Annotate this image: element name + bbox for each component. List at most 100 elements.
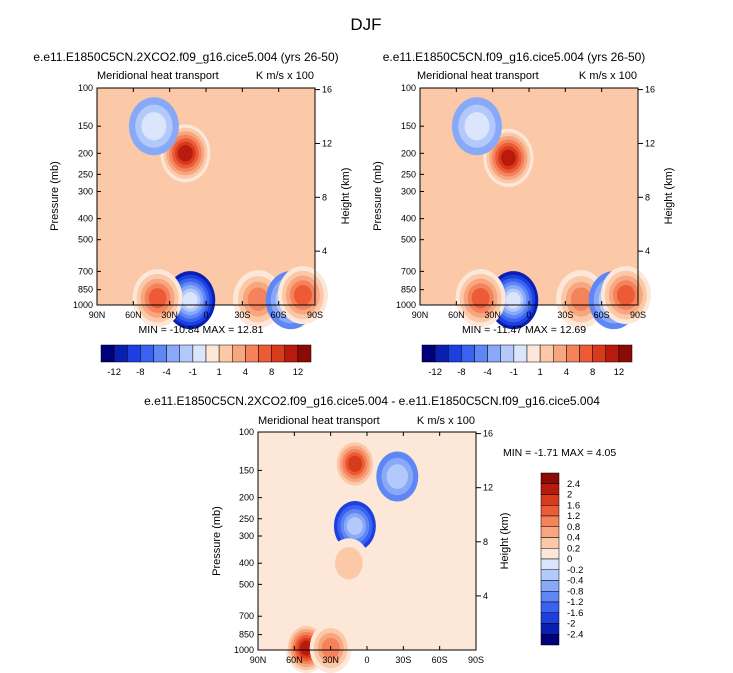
colorbar-swatch xyxy=(540,515,560,527)
panel-right-label: K m/s x 100 xyxy=(579,70,637,82)
contour-region xyxy=(505,291,521,309)
colorbar-label: -0.2 xyxy=(567,565,583,576)
colorbar-swatch xyxy=(421,344,436,363)
contour-region xyxy=(501,149,516,167)
colorbar-label: -12 xyxy=(428,367,442,378)
colorbar-label: -1.2 xyxy=(567,597,583,608)
colorbar-label: -0.4 xyxy=(567,576,583,587)
x-tick-label: 90N xyxy=(89,310,106,320)
colorbar-label: 12 xyxy=(614,367,625,378)
y2-tick-label: 12 xyxy=(645,138,655,148)
colorbar-swatch xyxy=(540,612,560,624)
y-tick-label: 1000 xyxy=(73,300,93,310)
colorbar-swatch xyxy=(540,591,560,603)
colorbar-top-left: -12 -8 -4 -1 1 4 8 12 xyxy=(100,344,312,378)
panel-right-label: K m/s x 100 xyxy=(417,415,475,427)
contour-region xyxy=(141,112,167,141)
panel-left-label: Meridional heat transport xyxy=(417,70,539,82)
y-axis-label: Pressure (mb) xyxy=(211,506,223,576)
panel-top-right: e.e11.E1850C5CN.f09_g16.cice5.004 (yrs 2… xyxy=(372,50,675,378)
colorbar-label: 0 xyxy=(567,554,572,565)
contour-region xyxy=(464,112,490,141)
colorbar-label: 4 xyxy=(564,367,569,378)
colorbar-swatch xyxy=(474,344,488,363)
x-tick-label: 0 xyxy=(203,310,208,320)
y2-axis-label: Height (km) xyxy=(340,168,352,225)
colorbar-swatch xyxy=(487,344,501,363)
y2-axis-label: Height (km) xyxy=(663,168,675,225)
y-tick-label: 300 xyxy=(239,531,254,541)
x-tick-label: 60N xyxy=(286,655,303,665)
colorbar-swatch xyxy=(513,344,528,363)
colorbar-label: -1 xyxy=(189,367,197,378)
colorbar-swatch xyxy=(540,548,560,560)
colorbar-label: 1.6 xyxy=(567,500,580,511)
colorbar-swatch xyxy=(434,344,449,363)
y-tick-label: 150 xyxy=(239,465,254,475)
colorbar-label: 8 xyxy=(590,367,595,378)
y-tick-label: 200 xyxy=(239,493,254,503)
panel-left-label: Meridional heat transport xyxy=(97,70,219,82)
colorbar-swatch xyxy=(205,344,220,363)
contour-region xyxy=(471,288,490,309)
colorbar-swatch xyxy=(166,344,180,363)
y-tick-label: 100 xyxy=(78,83,93,93)
y-axis-label: Pressure (mb) xyxy=(372,161,384,231)
colorbar-swatch xyxy=(540,526,560,538)
colorbar-label: 1 xyxy=(537,367,542,378)
colorbar-label: -0.8 xyxy=(567,586,583,597)
colorbar-swatch xyxy=(540,537,560,549)
x-tick-label: 30N xyxy=(161,310,178,320)
y-tick-label: 150 xyxy=(78,121,93,131)
colorbar-label: -4 xyxy=(483,367,491,378)
colorbar-difference: 2.421.61.20.80.40.20-0.2-0.4-0.8-1.2-1.6… xyxy=(540,472,583,646)
colorbar-label: 2 xyxy=(567,490,572,501)
min-max-readout: MIN = -1.71 MAX = 4.05 xyxy=(503,447,616,459)
contour-plot: 90N 60N 30N 0 30S 60S 90S 100 150 200 250 300 400 500… xyxy=(396,83,655,330)
panel-left-label: Meridional heat transport xyxy=(258,415,380,427)
y2-axis-label: Height (km) xyxy=(499,513,511,570)
colorbar-swatch xyxy=(140,344,154,363)
y2-tick-label: 8 xyxy=(645,192,650,202)
x-tick-label: 0 xyxy=(364,655,369,665)
colorbar-swatch xyxy=(526,344,541,363)
y-tick-label: 700 xyxy=(401,266,416,276)
panel-right-label: K m/s x 100 xyxy=(256,70,314,82)
y2-tick-label: 4 xyxy=(322,246,327,256)
colorbar-swatch xyxy=(540,580,560,592)
y-tick-label: 850 xyxy=(78,285,93,295)
contour-region xyxy=(616,284,635,306)
y-tick-label: 400 xyxy=(401,214,416,224)
colorbar-label: -8 xyxy=(457,367,465,378)
colorbar-label: -4 xyxy=(162,367,170,378)
contour-region xyxy=(148,288,167,309)
x-tick-label: 60S xyxy=(432,655,448,665)
min-max-readout: MIN = -11.47 MAX = 12.69 xyxy=(462,324,586,336)
colorbar-top-right: -12 -8 -4 -1 1 4 8 12 xyxy=(421,344,633,378)
panel-difference: e.e11.E1850C5CN.2XCO2.f09_g16.cice5.004 … xyxy=(144,394,616,673)
x-tick-label: 90S xyxy=(468,655,484,665)
y-tick-label: 300 xyxy=(78,187,93,197)
y2-tick-label: 16 xyxy=(322,85,332,95)
colorbar-swatch xyxy=(540,505,560,517)
colorbar-label: 0.4 xyxy=(567,533,580,544)
x-tick-label: 30N xyxy=(322,655,339,665)
colorbar-label: 1 xyxy=(216,367,221,378)
colorbar-label: -2.4 xyxy=(567,629,583,640)
y-tick-label: 850 xyxy=(239,630,254,640)
y-tick-label: 700 xyxy=(78,266,93,276)
y-tick-label: 500 xyxy=(78,235,93,245)
colorbar-label: 12 xyxy=(293,367,304,378)
colorbar-swatch xyxy=(127,344,141,363)
colorbar-label: -8 xyxy=(136,367,144,378)
colorbar-swatch xyxy=(100,344,115,363)
colorbar-swatch xyxy=(271,344,285,363)
colorbar-swatch xyxy=(232,344,246,363)
colorbar-swatch xyxy=(592,344,606,363)
contour-region xyxy=(178,145,193,162)
colorbar-swatch xyxy=(218,344,233,363)
colorbar-swatch xyxy=(192,344,207,363)
colorbar-swatch xyxy=(258,344,272,363)
x-tick-label: 0 xyxy=(526,310,531,320)
